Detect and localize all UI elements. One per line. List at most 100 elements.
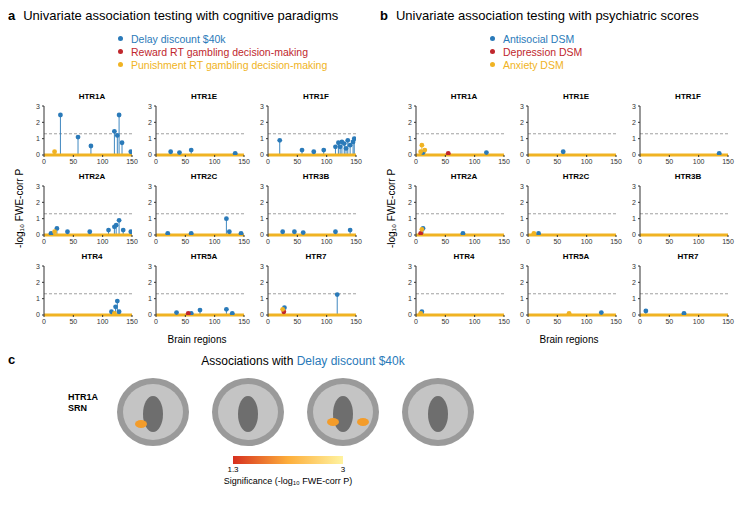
svg-text:150: 150 [498, 318, 510, 325]
svg-text:0: 0 [148, 311, 152, 318]
svg-text:3: 3 [36, 263, 40, 270]
svg-text:2: 2 [520, 199, 524, 206]
svg-text:1: 1 [408, 135, 412, 142]
svg-text:0: 0 [154, 158, 158, 165]
svg-text:0: 0 [414, 318, 418, 325]
svg-text:0: 0 [526, 158, 530, 165]
svg-text:0: 0 [414, 158, 418, 165]
svg-text:1: 1 [632, 135, 636, 142]
svg-text:150: 150 [126, 238, 138, 245]
svg-text:150: 150 [498, 238, 510, 245]
svg-text:0: 0 [632, 231, 636, 238]
svg-text:1: 1 [408, 295, 412, 302]
svg-text:3: 3 [408, 103, 412, 110]
svg-text:1: 1 [260, 295, 264, 302]
svg-text:150: 150 [238, 318, 250, 325]
svg-text:0: 0 [638, 238, 642, 245]
svg-text:3: 3 [408, 263, 412, 270]
svg-text:100: 100 [469, 238, 481, 245]
svg-text:0: 0 [42, 238, 46, 245]
svg-text:1: 1 [36, 215, 40, 222]
svg-text:50: 50 [441, 318, 449, 325]
svg-text:0: 0 [148, 231, 152, 238]
svg-text:1: 1 [520, 215, 524, 222]
svg-text:50: 50 [553, 318, 561, 325]
svg-text:3: 3 [520, 183, 524, 190]
svg-text:100: 100 [209, 158, 221, 165]
svg-text:2: 2 [36, 119, 40, 126]
svg-text:3: 3 [148, 183, 152, 190]
svg-text:2: 2 [520, 279, 524, 286]
svg-text:150: 150 [722, 238, 734, 245]
svg-text:1: 1 [36, 295, 40, 302]
svg-text:150: 150 [238, 238, 250, 245]
svg-text:150: 150 [350, 158, 362, 165]
svg-text:3: 3 [36, 103, 40, 110]
svg-text:100: 100 [97, 318, 109, 325]
svg-text:100: 100 [321, 238, 333, 245]
svg-text:2: 2 [632, 199, 636, 206]
svg-text:2: 2 [260, 119, 264, 126]
svg-text:3: 3 [148, 263, 152, 270]
svg-text:3: 3 [520, 263, 524, 270]
svg-text:2: 2 [148, 119, 152, 126]
svg-text:3: 3 [36, 183, 40, 190]
svg-text:0: 0 [260, 231, 264, 238]
svg-text:50: 50 [69, 318, 77, 325]
svg-text:3: 3 [260, 183, 264, 190]
svg-text:1: 1 [408, 215, 412, 222]
svg-text:50: 50 [69, 238, 77, 245]
svg-text:0: 0 [520, 311, 524, 318]
svg-text:100: 100 [97, 158, 109, 165]
svg-text:100: 100 [321, 158, 333, 165]
svg-text:0: 0 [36, 311, 40, 318]
svg-text:1: 1 [148, 135, 152, 142]
svg-text:50: 50 [665, 238, 673, 245]
svg-text:2: 2 [148, 199, 152, 206]
svg-text:3: 3 [260, 103, 264, 110]
svg-text:2: 2 [408, 119, 412, 126]
svg-text:50: 50 [293, 238, 301, 245]
svg-text:100: 100 [693, 318, 705, 325]
svg-text:100: 100 [581, 158, 593, 165]
svg-text:100: 100 [469, 158, 481, 165]
svg-text:0: 0 [36, 151, 40, 158]
svg-text:1: 1 [148, 215, 152, 222]
svg-text:1: 1 [632, 295, 636, 302]
svg-text:3: 3 [408, 183, 412, 190]
svg-text:0: 0 [638, 158, 642, 165]
svg-text:0: 0 [42, 158, 46, 165]
svg-text:3: 3 [260, 263, 264, 270]
svg-text:2: 2 [36, 199, 40, 206]
svg-text:0: 0 [408, 311, 412, 318]
svg-text:2: 2 [520, 119, 524, 126]
svg-text:150: 150 [126, 318, 138, 325]
svg-text:50: 50 [441, 238, 449, 245]
svg-text:50: 50 [181, 238, 189, 245]
svg-text:0: 0 [266, 158, 270, 165]
svg-text:150: 150 [722, 318, 734, 325]
svg-text:1: 1 [260, 215, 264, 222]
svg-text:1: 1 [260, 135, 264, 142]
svg-text:0: 0 [260, 151, 264, 158]
svg-text:2: 2 [260, 199, 264, 206]
svg-text:150: 150 [610, 318, 622, 325]
svg-text:1: 1 [148, 295, 152, 302]
svg-text:3: 3 [148, 103, 152, 110]
svg-text:0: 0 [154, 238, 158, 245]
svg-text:1: 1 [36, 135, 40, 142]
svg-text:0: 0 [408, 231, 412, 238]
svg-text:0: 0 [520, 231, 524, 238]
svg-text:50: 50 [181, 318, 189, 325]
svg-text:1: 1 [520, 135, 524, 142]
svg-text:150: 150 [610, 238, 622, 245]
svg-text:50: 50 [665, 318, 673, 325]
svg-text:0: 0 [154, 318, 158, 325]
svg-text:2: 2 [632, 279, 636, 286]
svg-text:100: 100 [469, 318, 481, 325]
svg-text:0: 0 [266, 238, 270, 245]
svg-text:50: 50 [293, 158, 301, 165]
svg-text:150: 150 [350, 318, 362, 325]
svg-text:100: 100 [97, 238, 109, 245]
svg-text:50: 50 [181, 158, 189, 165]
